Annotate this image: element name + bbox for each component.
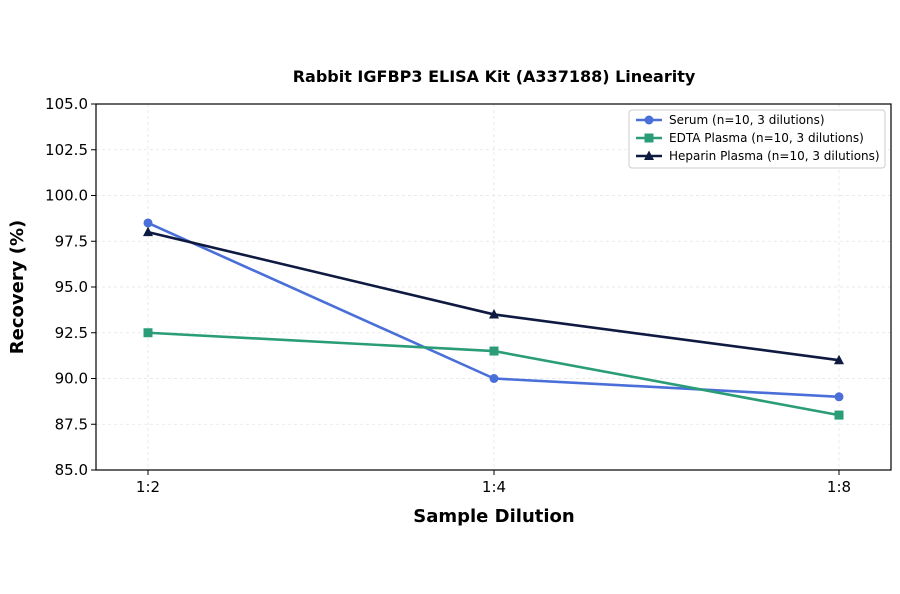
y-tick-label: 87.5: [55, 415, 88, 433]
legend-item: Heparin Plasma (n=10, 3 dilutions): [636, 149, 880, 163]
data-point: [489, 308, 499, 319]
y-tick-label: 92.5: [55, 324, 88, 342]
chart-title: Rabbit IGFBP3 ELISA Kit (A337188) Linear…: [293, 67, 696, 86]
legend-label: Heparin Plasma (n=10, 3 dilutions): [669, 149, 880, 163]
series-line: [147, 230, 840, 362]
series-triangle: [143, 226, 844, 365]
x-tick-label: 1:4: [482, 478, 506, 496]
y-axis-label: Recovery (%): [7, 220, 28, 354]
data-point: [834, 392, 844, 402]
y-axis-ticks: 85.0 87.5 90.0 92.5 95.0 97.5 100.0 102.5 105.0: [45, 95, 96, 479]
data-point: [143, 226, 153, 237]
data-point: [143, 328, 153, 338]
series-square: [143, 328, 844, 420]
data-point: [489, 374, 499, 383]
data-point: [489, 346, 499, 356]
legend-item: EDTA Plasma (n=10, 3 dilutions): [636, 131, 864, 145]
x-tick-label: 1:8: [827, 478, 851, 496]
legend-label: Serum (n=10, 3 dilutions): [669, 113, 825, 127]
y-tick-label: 102.5: [45, 141, 88, 159]
legend-swatch-marker: [644, 115, 654, 125]
legend-swatch-marker: [644, 133, 654, 143]
x-axis-label: Sample Dilution: [413, 506, 574, 527]
series-group: [143, 218, 844, 420]
series-line: [147, 221, 840, 399]
legend-item: Serum (n=10, 3 dilutions): [636, 113, 825, 127]
legend-swatch-marker: [644, 150, 654, 160]
y-tick-label: 97.5: [55, 232, 88, 250]
y-tick-label: 90.0: [55, 370, 88, 388]
legend: Serum (n=10, 3 dilutions) EDTA Plasma (n=…: [628, 109, 886, 169]
x-tick-label: 1:2: [136, 478, 160, 496]
series-circle: [143, 218, 844, 402]
data-point: [834, 354, 844, 365]
x-axis-ticks: 1:2 1:4 1:8: [136, 470, 851, 496]
y-tick-label: 100.0: [45, 187, 88, 205]
data-point: [834, 410, 844, 420]
series-line: [147, 331, 840, 417]
legend-label: EDTA Plasma (n=10, 3 dilutions): [669, 131, 864, 145]
y-tick-label: 85.0: [55, 461, 88, 479]
legend-box: [628, 109, 886, 169]
data-point: [143, 218, 153, 228]
y-tick-label: 95.0: [55, 278, 88, 296]
plot-frame: [95, 103, 892, 471]
y-tick-label: 105.0: [45, 95, 88, 113]
